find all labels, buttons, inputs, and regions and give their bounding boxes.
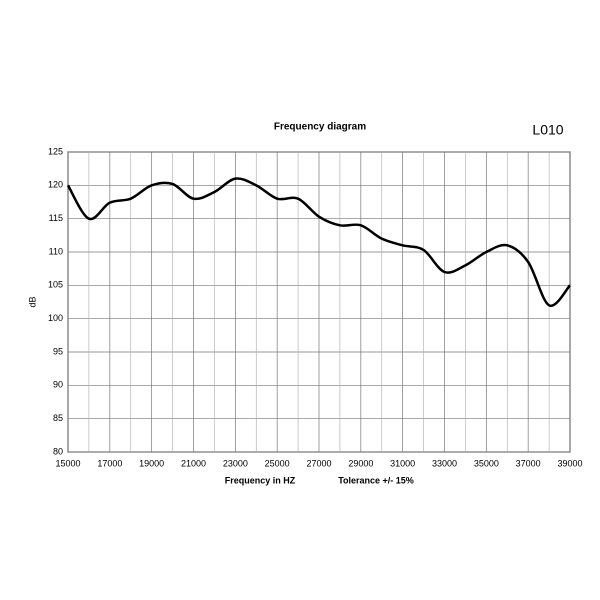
x-tick-label: 35000 <box>474 458 499 468</box>
x-tick-label: 15000 <box>55 458 80 468</box>
y-axis-label: dB <box>27 296 37 307</box>
annotation: L010 <box>532 122 563 138</box>
y-tick-label: 80 <box>53 446 63 456</box>
y-tick-label: 85 <box>53 413 63 423</box>
x-tick-label: 27000 <box>306 458 331 468</box>
x-tick-label: 17000 <box>97 458 122 468</box>
chart-title: Frequency diagram <box>274 122 366 133</box>
y-tick-label: 110 <box>49 246 63 256</box>
x-tick-label: 31000 <box>390 458 415 468</box>
x-tick-label: 19000 <box>139 458 164 468</box>
x-axis-label: Frequency in HZ <box>225 475 296 485</box>
x-tick-label: 33000 <box>432 458 457 468</box>
y-tick-label: 125 <box>48 146 63 156</box>
note: Tolerance +/- 15% <box>338 475 414 485</box>
x-tick-label: 21000 <box>181 458 206 468</box>
y-tick-label: 120 <box>48 180 63 190</box>
y-tick-label: 100 <box>48 313 63 323</box>
y-tick-label: 95 <box>53 346 63 356</box>
y-tick-label: 115 <box>49 213 63 223</box>
line <box>66 177 571 307</box>
x-tick-label: 39000 <box>557 458 582 468</box>
x-tick-label: 29000 <box>348 458 373 468</box>
y-tick-label: 90 <box>53 380 63 390</box>
x-tick-label: 25000 <box>265 458 290 468</box>
x-tick-label: 23000 <box>223 458 248 468</box>
y-tick-label: 105 <box>48 280 63 290</box>
x-tick-label: 37000 <box>516 458 541 468</box>
